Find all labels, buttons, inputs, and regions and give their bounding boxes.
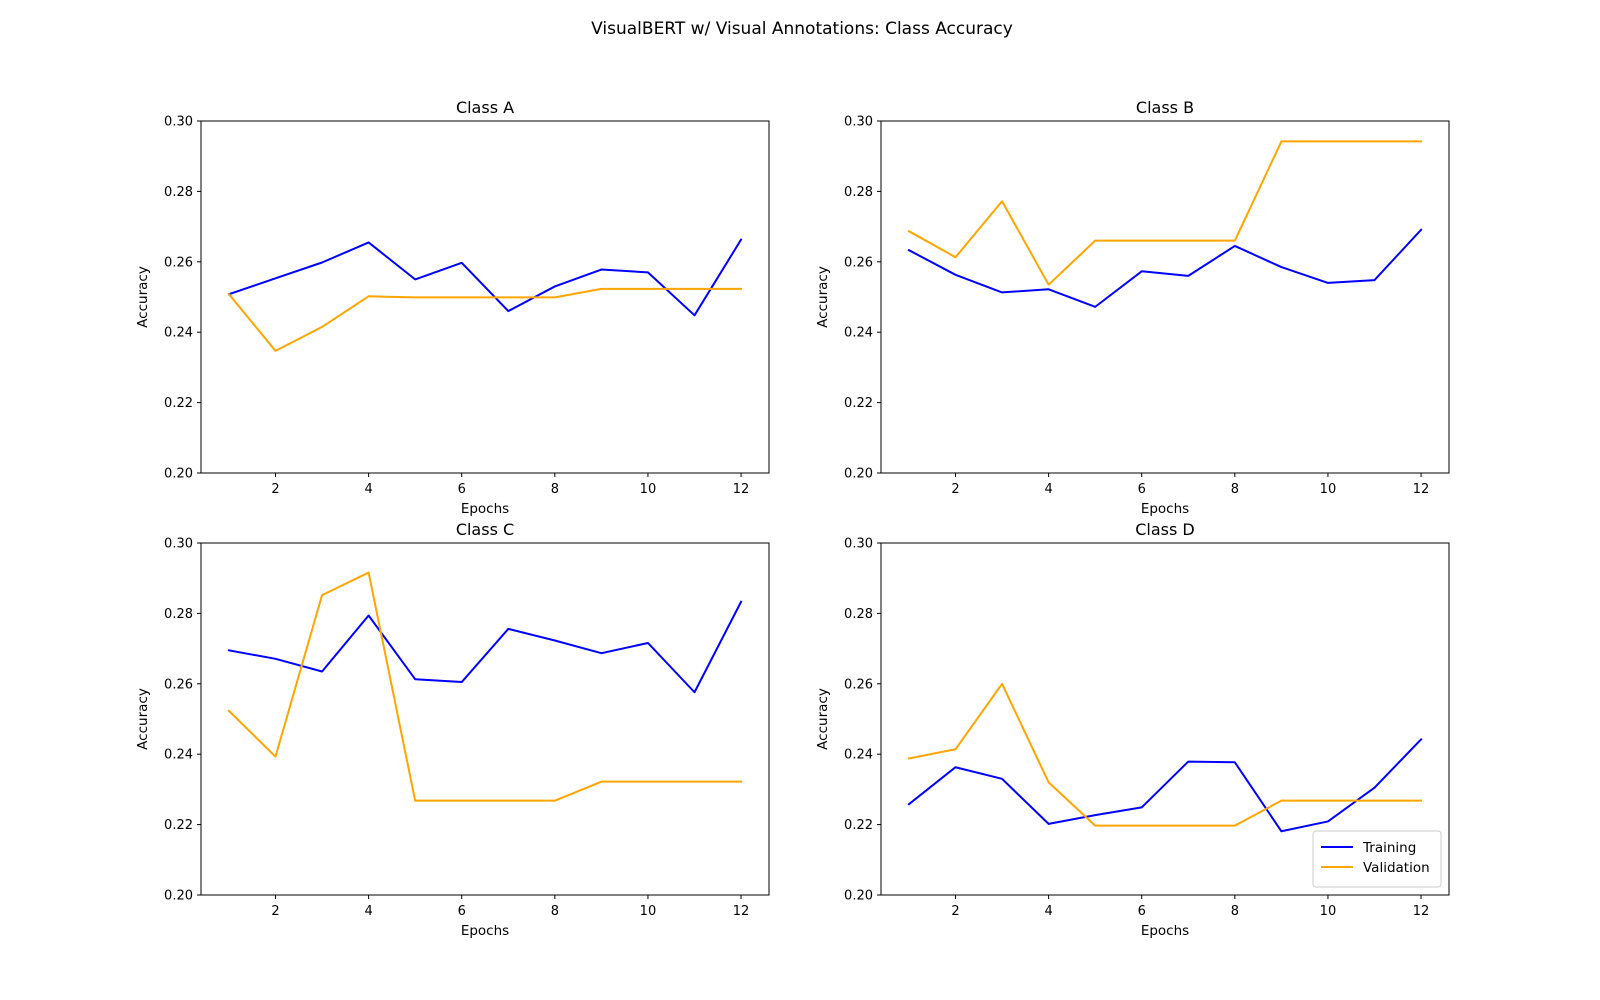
x-tick-label: 12 xyxy=(733,904,750,919)
x-tick-label: 8 xyxy=(1231,482,1239,497)
y-tick-label: 0.30 xyxy=(844,537,873,552)
x-tick-label: 6 xyxy=(458,904,466,919)
y-tick-label: 0.20 xyxy=(844,467,873,482)
legend: Training Validation xyxy=(1312,830,1442,888)
y-axis-label: Accuracy xyxy=(135,266,151,328)
series-line-training xyxy=(227,238,743,317)
y-tick-label: 0.24 xyxy=(844,748,873,763)
x-tick-label: 10 xyxy=(1320,904,1337,919)
y-tick-label: 0.20 xyxy=(164,889,193,904)
x-tick-label: 8 xyxy=(1231,904,1239,919)
legend-label: Validation xyxy=(1363,860,1430,876)
y-tick-label: 0.26 xyxy=(164,677,193,692)
y-tick-label: 0.26 xyxy=(844,677,873,692)
y-tick-label: 0.20 xyxy=(844,889,873,904)
x-tick-label: 8 xyxy=(551,482,559,497)
class-c-chart: Class C 2 4 6 8 10 12 0.20 0.22 0.24 0.26 0.28 0.30 E… xyxy=(135,520,770,939)
y-tick-label: 0.28 xyxy=(844,607,873,622)
x-tick-label: 8 xyxy=(551,904,559,919)
x-tick-label: 4 xyxy=(1044,482,1052,497)
y-tick-label: 0.24 xyxy=(844,326,873,341)
x-axis-label: Epochs xyxy=(1141,501,1189,517)
y-tick-label: 0.22 xyxy=(844,396,873,411)
y-tick-label: 0.24 xyxy=(164,326,193,341)
plot-frame xyxy=(200,542,770,896)
plot-frame xyxy=(200,120,770,474)
y-tick-label: 0.22 xyxy=(844,818,873,833)
x-tick-label: 10 xyxy=(640,904,657,919)
series-line-training xyxy=(907,228,1423,308)
x-tick-label: 12 xyxy=(1413,482,1430,497)
subplot-title: Class A xyxy=(456,98,514,117)
x-tick-label: 10 xyxy=(640,482,657,497)
y-axis-label: Accuracy xyxy=(815,266,831,328)
series-line-validation xyxy=(907,140,1423,286)
figure-title: VisualBERT w/ Visual Annotations: Class … xyxy=(591,19,1013,39)
x-axis-label: Epochs xyxy=(461,923,509,939)
x-tick-label: 6 xyxy=(1138,904,1146,919)
x-tick-label: 2 xyxy=(271,482,279,497)
series-line-validation xyxy=(907,682,1423,827)
x-tick-label: 6 xyxy=(1138,482,1146,497)
y-axis-label: Accuracy xyxy=(135,688,151,750)
x-tick-label: 4 xyxy=(1044,904,1052,919)
y-tick-label: 0.30 xyxy=(844,115,873,130)
class-a-chart: Class A 2 4 6 8 10 12 0.20 0.22 0.24 0.26 0.28 0.30 E… xyxy=(135,98,770,517)
x-tick-label: 4 xyxy=(364,904,372,919)
x-axis-label: Epochs xyxy=(461,501,509,517)
series-line-validation xyxy=(227,571,743,802)
subplot-title: Class D xyxy=(1135,520,1195,539)
x-tick-label: 2 xyxy=(951,904,959,919)
plot-frame xyxy=(880,120,1450,474)
x-tick-label: 6 xyxy=(458,482,466,497)
x-axis-label: Epochs xyxy=(1141,923,1189,939)
legend-frame xyxy=(1312,830,1442,888)
x-tick-label: 2 xyxy=(271,904,279,919)
x-tick-label: 4 xyxy=(364,482,372,497)
y-tick-label: 0.30 xyxy=(164,115,193,130)
x-tick-label: 12 xyxy=(733,482,750,497)
x-tick-label: 2 xyxy=(951,482,959,497)
y-tick-label: 0.30 xyxy=(164,537,193,552)
series-line-training xyxy=(907,738,1423,833)
y-tick-label: 0.22 xyxy=(164,396,193,411)
subplot-title: Class B xyxy=(1136,98,1194,117)
y-tick-label: 0.28 xyxy=(164,185,193,200)
series-line-training xyxy=(227,600,743,694)
legend-label: Training xyxy=(1362,840,1416,856)
class-b-chart: Class B 2 4 6 8 10 12 0.20 0.22 0.24 0.26 0.28 0.30 E… xyxy=(815,98,1450,517)
y-tick-label: 0.28 xyxy=(164,607,193,622)
y-axis-label: Accuracy xyxy=(815,688,831,750)
plot-frame xyxy=(880,542,1450,896)
y-tick-label: 0.24 xyxy=(164,748,193,763)
y-tick-label: 0.26 xyxy=(844,255,873,270)
class-d-chart: Class D 2 4 6 8 10 12 0.20 0.22 0.24 0.26 0.28 0.30 E… xyxy=(815,520,1450,939)
series-line-validation xyxy=(227,287,743,352)
x-tick-label: 12 xyxy=(1413,904,1430,919)
subplot-title: Class C xyxy=(456,520,514,539)
y-tick-label: 0.26 xyxy=(164,255,193,270)
y-tick-label: 0.20 xyxy=(164,467,193,482)
y-tick-label: 0.28 xyxy=(844,185,873,200)
y-tick-label: 0.22 xyxy=(164,818,193,833)
x-tick-label: 10 xyxy=(1320,482,1337,497)
